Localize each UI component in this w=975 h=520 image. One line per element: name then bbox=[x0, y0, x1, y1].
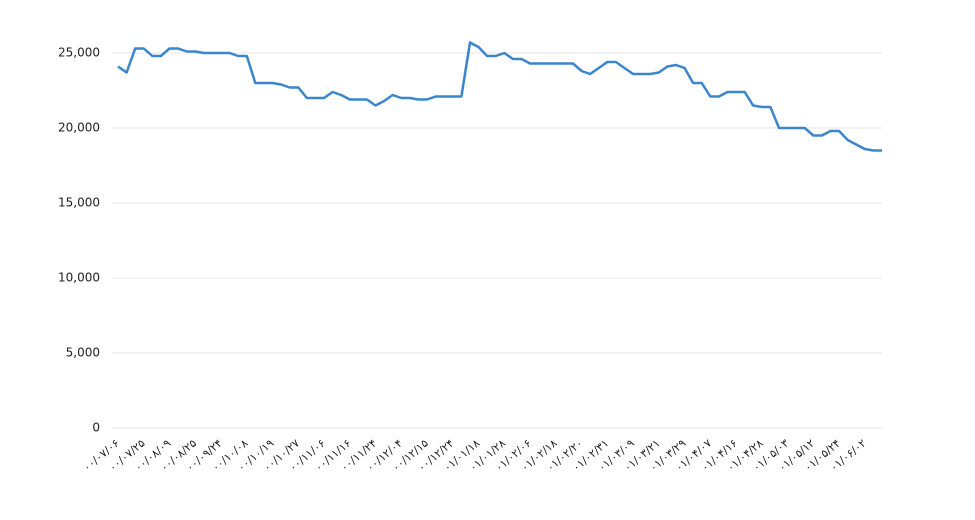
y-tick-label: 15,000 bbox=[58, 196, 100, 210]
y-tick-label: 20,000 bbox=[58, 121, 100, 135]
y-tick-label: 25,000 bbox=[58, 46, 100, 60]
y-tick-label: 5,000 bbox=[66, 346, 100, 360]
y-tick-label: 10,000 bbox=[58, 271, 100, 285]
y-tick-label: 0 bbox=[92, 421, 100, 435]
line bbox=[117, 41, 882, 152]
